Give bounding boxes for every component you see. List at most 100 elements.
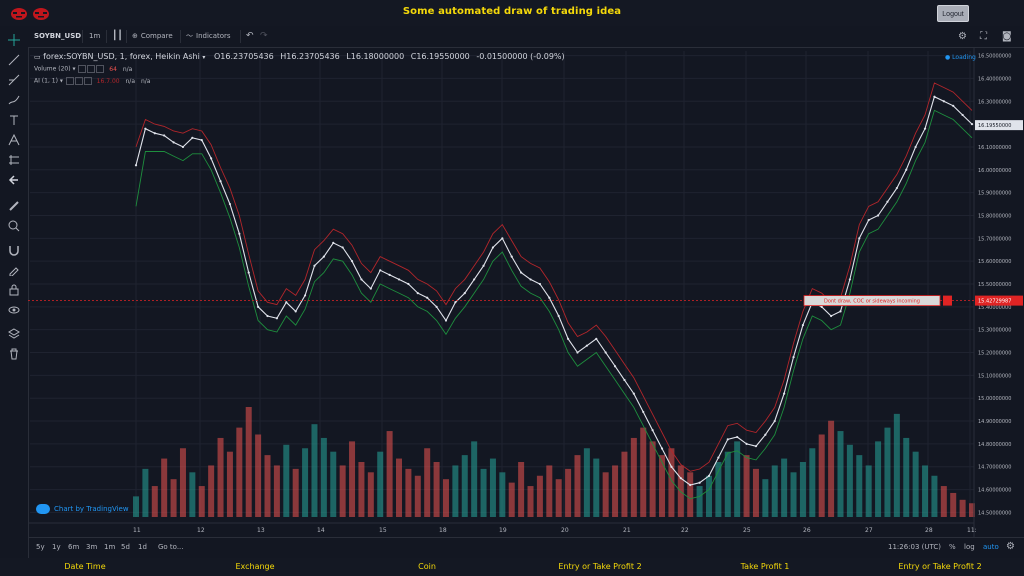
volume-bar (358, 462, 365, 517)
price-point (153, 132, 156, 135)
redo-icon[interactable]: ↷ (260, 31, 268, 41)
volume-bar (255, 434, 262, 517)
legend-eye-icon[interactable] (65, 77, 74, 85)
volume-bar (837, 431, 844, 517)
volume-bar (349, 441, 356, 517)
price-point (360, 278, 363, 281)
range-button-6m[interactable]: 6m (68, 543, 80, 551)
interval-selector[interactable]: 1m (89, 32, 101, 40)
ai-value-1: 16.7.00 (96, 77, 120, 85)
tradingview-widget: SOYBN_USD 1m ┃┃ ⊕ Compare 〜 Indicators ↶ ↷… (0, 26, 1024, 558)
annotation-label: Dont draw, COC or sideways incoming (824, 299, 920, 305)
range-bar: 5y 1y 6m 3m 1m 5d 1d Go to... 11:26:03 (UTC) %… (28, 537, 1024, 559)
price-axis: 16.5000000016.4000000016.3000000016.2000… (973, 47, 1011, 537)
price-point (961, 113, 964, 117)
price-point (604, 351, 607, 354)
volume-bar (705, 475, 712, 517)
range-button-3m[interactable]: 3m (86, 543, 98, 551)
legend-close-icon[interactable] (96, 65, 105, 73)
price-point (407, 282, 410, 286)
price-point (632, 392, 635, 395)
alert-price-tag (975, 295, 1023, 306)
range-button-1y[interactable]: 1y (52, 543, 61, 551)
legend-eye-icon[interactable] (78, 65, 87, 73)
percent-toggle[interactable]: % (949, 543, 956, 551)
fullscreen-icon[interactable]: ⛶ (980, 31, 987, 42)
pencil-lock-icon[interactable] (4, 262, 24, 278)
lock-icon[interactable] (4, 282, 24, 298)
symbol-search[interactable]: SOYBN_USD (34, 32, 82, 40)
chart-grid (30, 51, 974, 517)
volume-bar (292, 468, 299, 517)
indicators-button[interactable]: 〜 Indicators (186, 29, 231, 44)
collapse-icon[interactable]: ▭ (34, 53, 41, 61)
price-chart[interactable]: 16.5000000016.4000000016.3000000016.2000… (28, 47, 1024, 537)
goto-button[interactable]: Go to... (158, 543, 184, 551)
price-point (416, 292, 419, 295)
price-point (773, 419, 776, 423)
price-point (679, 477, 682, 480)
scale-settings-gear-icon[interactable]: ⚙ (1006, 541, 1015, 552)
price-point (848, 278, 851, 281)
trash-icon[interactable] (4, 346, 24, 362)
column-date-time: Date Time (64, 562, 106, 571)
magnet-icon[interactable] (4, 242, 24, 258)
volume-bar (762, 479, 769, 517)
tradingview-branding[interactable]: Chart by TradingView (36, 504, 129, 514)
log-toggle[interactable]: log (964, 543, 975, 551)
volume-bar (574, 455, 581, 517)
zoom-icon[interactable] (4, 218, 24, 234)
chevron-down-icon[interactable]: ▾ (202, 54, 206, 61)
trend-line-icon[interactable] (4, 52, 24, 68)
volume-bar (339, 465, 346, 517)
pattern-icon[interactable] (4, 132, 24, 148)
price-point (923, 127, 927, 130)
price-tick-label: 16.50000000 (978, 54, 1011, 60)
prediction-icon[interactable] (4, 152, 24, 168)
brush-icon[interactable] (4, 92, 24, 108)
price-point (858, 237, 861, 240)
layers-icon[interactable] (4, 326, 24, 342)
price-point (886, 200, 889, 203)
volume-bar (734, 441, 741, 517)
text-tool-icon[interactable] (4, 112, 24, 128)
ohlc-open: O16.23705436 (213, 52, 274, 61)
price-point (350, 260, 354, 263)
auto-toggle[interactable]: auto (983, 543, 999, 551)
volume-label: Volume (20) (34, 65, 71, 73)
camera-icon[interactable]: ◙ (1002, 31, 1012, 42)
price-point (520, 271, 523, 274)
volume-bar (752, 468, 759, 517)
volume-bar (189, 472, 196, 517)
time-tick-label: 20 (561, 527, 569, 534)
price-point (322, 255, 325, 258)
compare-button[interactable]: ⊕ Compare (132, 29, 173, 44)
legend-settings-icon[interactable] (74, 77, 83, 85)
chart-area[interactable]: 16.5000000016.4000000016.3000000016.2000… (28, 47, 1024, 537)
range-button-1d[interactable]: 1d (138, 543, 147, 551)
volume-bar (865, 465, 872, 517)
fib-tool-icon[interactable] (4, 72, 24, 88)
price-point (623, 378, 626, 382)
price-point (839, 310, 842, 313)
crosshair-icon[interactable] (4, 32, 24, 48)
price-point (566, 337, 570, 340)
settings-gear-icon[interactable]: ⚙ (958, 31, 967, 42)
ohlc-low: L16.18000000 (346, 52, 405, 61)
price-point (830, 314, 833, 318)
volume-bar (480, 468, 487, 517)
volume-bar (950, 492, 957, 517)
eye-icon[interactable] (4, 302, 24, 318)
price-point (191, 136, 194, 139)
chart-type-button[interactable]: ┃┃ (112, 29, 123, 44)
ruler-icon[interactable] (4, 198, 24, 214)
legend-close-icon[interactable] (83, 77, 92, 85)
range-button-1m[interactable]: 1m (104, 543, 116, 551)
back-arrow-icon[interactable] (4, 172, 24, 188)
legend-settings-icon[interactable] (87, 65, 96, 73)
range-button-5y[interactable]: 5y (36, 543, 45, 551)
logout-button[interactable]: Logout (937, 5, 969, 22)
range-button-5d[interactable]: 5d (121, 543, 130, 551)
undo-icon[interactable]: ↶ (246, 31, 254, 41)
price-point (134, 164, 138, 167)
